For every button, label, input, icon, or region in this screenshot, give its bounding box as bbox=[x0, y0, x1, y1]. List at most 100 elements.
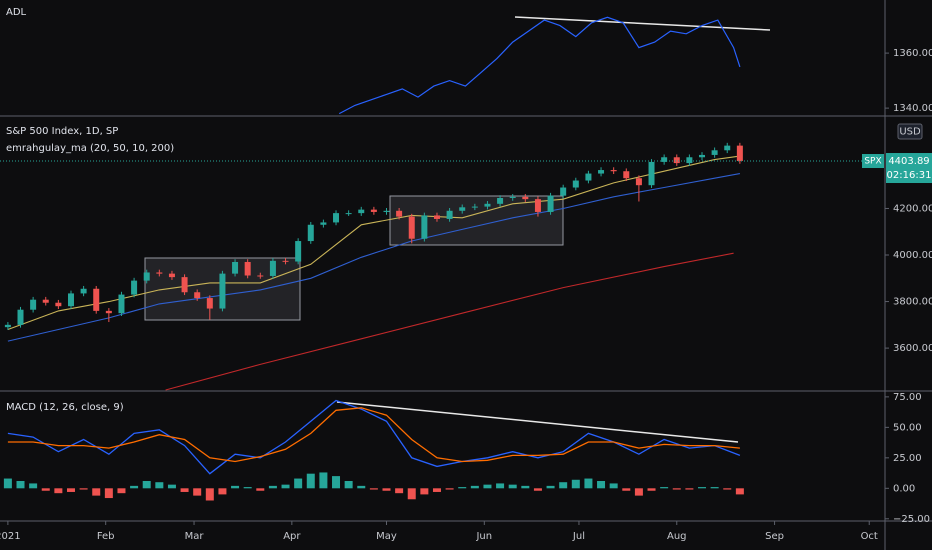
candle-body bbox=[358, 209, 365, 214]
candle-body bbox=[396, 210, 403, 217]
histogram-bar bbox=[685, 488, 694, 490]
candle-body bbox=[143, 272, 150, 281]
candle-body bbox=[307, 224, 314, 242]
histogram-bar bbox=[660, 487, 669, 489]
histogram-bar bbox=[445, 488, 454, 490]
candle-body bbox=[711, 150, 718, 155]
histogram-bar bbox=[483, 484, 492, 489]
histogram-bar bbox=[130, 485, 139, 489]
candle-body bbox=[383, 210, 390, 212]
histogram-bar bbox=[597, 480, 606, 489]
y-tick-label: 3600.00 bbox=[893, 343, 932, 354]
histogram-bar bbox=[698, 487, 707, 489]
histogram-bar bbox=[218, 488, 227, 495]
histogram-bar bbox=[672, 488, 681, 490]
histogram-bar bbox=[546, 485, 555, 489]
histogram-bar bbox=[16, 480, 25, 489]
candle-body bbox=[610, 170, 617, 172]
histogram-bar bbox=[167, 484, 176, 489]
candle-body bbox=[131, 280, 138, 295]
symbol-label: SPX bbox=[864, 157, 881, 167]
candle-body bbox=[547, 195, 554, 212]
histogram-bar bbox=[533, 488, 542, 491]
histogram-bar bbox=[66, 488, 75, 492]
candle-body bbox=[269, 260, 276, 276]
candle-body bbox=[168, 273, 175, 278]
histogram-bar bbox=[458, 487, 467, 489]
candle-body bbox=[333, 213, 340, 223]
histogram-bar bbox=[54, 488, 63, 494]
x-tick-label: Oct bbox=[861, 531, 878, 542]
candle-body bbox=[30, 299, 37, 310]
y-tick-label: 50.00 bbox=[893, 422, 922, 433]
candle-body bbox=[459, 207, 466, 211]
candle-body bbox=[93, 288, 100, 311]
x-tick-label: Jul bbox=[572, 531, 585, 542]
candle-body bbox=[699, 154, 706, 158]
y-tick-label: 4000.00 bbox=[893, 250, 932, 261]
pane-title: MACD (12, 26, close, 9) bbox=[6, 402, 124, 413]
histogram-bar bbox=[634, 488, 643, 496]
histogram-bar bbox=[41, 488, 50, 491]
histogram-bar bbox=[193, 488, 202, 496]
candle-body bbox=[421, 215, 428, 239]
histogram-bar bbox=[382, 488, 391, 491]
candle-body bbox=[4, 324, 11, 328]
candle-body bbox=[156, 272, 163, 274]
candle-body bbox=[446, 210, 453, 219]
candle-body bbox=[194, 292, 201, 299]
countdown-label: 02:16:31 bbox=[887, 170, 932, 181]
histogram-bar bbox=[92, 488, 101, 496]
histogram-bar bbox=[508, 484, 517, 489]
histogram-bar bbox=[723, 488, 732, 490]
y-tick-label: 4200.00 bbox=[893, 203, 932, 214]
x-tick-label: Feb bbox=[97, 531, 115, 542]
histogram-bar bbox=[155, 482, 164, 489]
x-tick-label: Jun bbox=[475, 531, 492, 542]
histogram-bar bbox=[584, 478, 593, 489]
candle-body bbox=[295, 241, 302, 262]
y-tick-label: −25.00 bbox=[893, 514, 930, 525]
pane-title: ADL bbox=[6, 7, 27, 18]
candle-body bbox=[55, 302, 62, 307]
histogram-bar bbox=[735, 488, 744, 495]
y-tick-label: 3800.00 bbox=[893, 297, 932, 308]
candle-body bbox=[497, 197, 504, 204]
histogram-bar bbox=[79, 488, 88, 490]
y-tick-label: 25.00 bbox=[893, 453, 922, 464]
histogram-bar bbox=[622, 488, 631, 491]
histogram-bar bbox=[332, 476, 341, 489]
pane-title: S&P 500 Index, 1D, SP bbox=[6, 126, 118, 137]
candle-body bbox=[206, 298, 213, 309]
candle-body bbox=[105, 310, 112, 314]
macd-line bbox=[7, 407, 740, 463]
trend-line bbox=[336, 401, 739, 443]
currency: USD bbox=[899, 127, 921, 138]
candle-body bbox=[232, 261, 239, 274]
candle-body bbox=[320, 222, 327, 225]
candle-body bbox=[80, 288, 87, 294]
histogram-bar bbox=[29, 483, 38, 489]
histogram-bar bbox=[319, 472, 328, 489]
last-price-badge bbox=[886, 153, 932, 184]
histogram-bar bbox=[142, 480, 151, 489]
candle-body bbox=[345, 213, 352, 215]
x-tick-label: 2021 bbox=[0, 531, 21, 542]
histogram-bar bbox=[294, 478, 303, 489]
candle-body bbox=[484, 203, 491, 207]
candle-body bbox=[534, 199, 541, 212]
candle-body bbox=[661, 157, 668, 162]
y-tick-label: 1340.00 bbox=[893, 103, 932, 114]
candle-body bbox=[736, 145, 743, 161]
candle-body bbox=[598, 170, 605, 174]
histogram-bar bbox=[407, 488, 416, 500]
macd-line bbox=[7, 399, 741, 475]
candle-body bbox=[648, 161, 655, 186]
candle-body bbox=[509, 196, 516, 198]
histogram-bar bbox=[710, 487, 719, 489]
histogram-bar bbox=[3, 478, 12, 489]
candle-body bbox=[471, 206, 478, 208]
histogram-bar bbox=[395, 488, 404, 494]
